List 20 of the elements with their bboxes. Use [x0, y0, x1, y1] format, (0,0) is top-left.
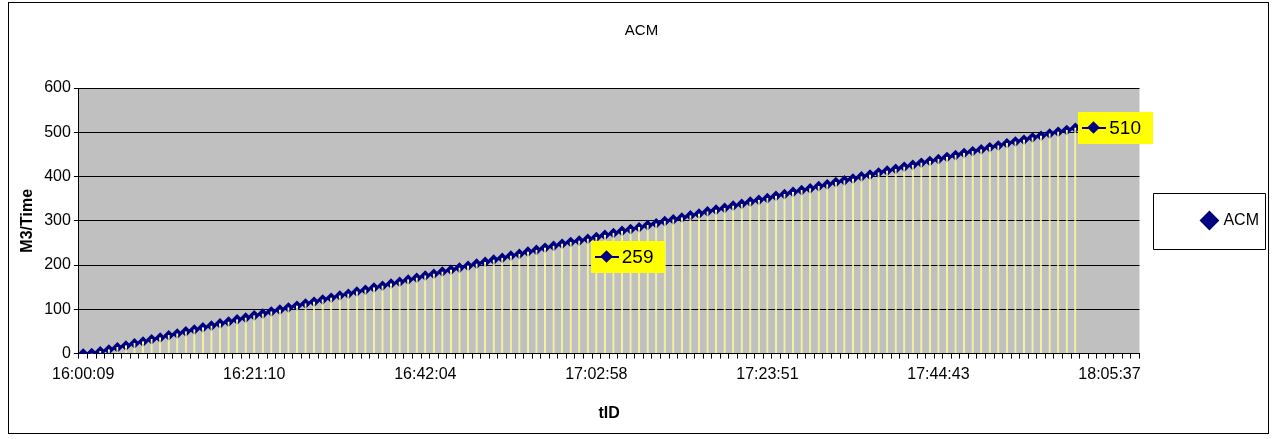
x-tick-label: 17:02:58 — [565, 364, 628, 382]
x-axis-title: tID — [598, 403, 620, 421]
y-tick-label: 100 — [44, 299, 71, 317]
x-tick-label: 17:23:51 — [736, 364, 799, 382]
y-tick-label: 300 — [44, 211, 71, 229]
y-tick-label: 0 — [61, 344, 71, 362]
y-tick-label: 600 — [44, 78, 71, 96]
x-tick-label: 17:44:43 — [907, 364, 970, 382]
y-tick-label: 400 — [44, 166, 71, 184]
x-tick-label: 16:21:10 — [223, 364, 286, 382]
data-label: 510 — [1109, 116, 1141, 139]
legend-label: ACM — [1223, 210, 1260, 228]
y-tick-label: 200 — [44, 255, 71, 273]
chart-title: ACM — [624, 21, 659, 39]
x-tick-label: 18:05:37 — [1078, 364, 1141, 382]
y-tick-label: 500 — [44, 122, 71, 140]
y-axis-title: M3/Time — [18, 188, 36, 253]
x-tick-label: 16:42:04 — [394, 364, 457, 382]
x-tick-label: 16:00:09 — [52, 364, 115, 382]
data-label: 259 — [621, 245, 654, 268]
